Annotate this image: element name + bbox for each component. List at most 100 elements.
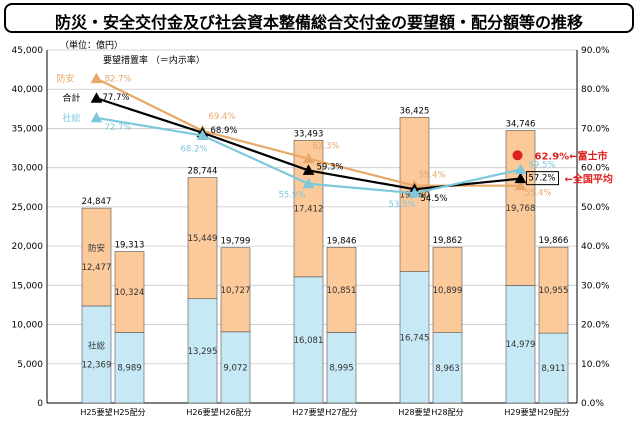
bar-shaso bbox=[293, 276, 324, 404]
y-tick-label: 10,000 bbox=[12, 321, 44, 331]
bar-bosai bbox=[187, 177, 218, 300]
bar-bosai bbox=[432, 246, 463, 333]
rate-marker bbox=[514, 172, 527, 184]
bar-shaso-label: 9,072 bbox=[223, 363, 247, 373]
rate-label: 55.4% bbox=[419, 171, 446, 181]
rate-marker bbox=[302, 152, 315, 164]
rate-legend: 要望措置率 （＝内示率） bbox=[103, 54, 205, 66]
y-tick-label: 15,000 bbox=[12, 281, 44, 291]
rate-marker bbox=[514, 179, 527, 191]
bar-total-label: 34,746 bbox=[506, 119, 536, 129]
bar-bosai-label: 10,324 bbox=[115, 288, 145, 298]
rate-line-name: 合計 bbox=[63, 92, 81, 104]
bar-total-label: 19,799 bbox=[221, 237, 251, 247]
y2-tick-label: 70.0% bbox=[581, 124, 610, 134]
rate-marker bbox=[90, 111, 103, 123]
x-tick-label: H27配分 bbox=[325, 408, 357, 417]
bar-total-label: 36,425 bbox=[400, 106, 430, 116]
rate-label: 68.2% bbox=[181, 145, 208, 155]
rate-marker bbox=[302, 164, 315, 175]
y2-tick-label: 40.0% bbox=[581, 242, 610, 252]
bar-shaso-label: 14,979 bbox=[506, 340, 536, 350]
y-tick-label: 25,000 bbox=[12, 203, 44, 213]
y-tick-label: 40,000 bbox=[12, 85, 44, 95]
y2-tick-label: 80.0% bbox=[581, 85, 610, 95]
bar-bosai-label: 10,727 bbox=[221, 286, 251, 296]
x-tick-label: H29要望 bbox=[504, 407, 536, 417]
bar-shaso-label: 8,989 bbox=[117, 364, 141, 374]
rate-label: 82.7% bbox=[105, 75, 132, 85]
bar-shaso-label: 8,911 bbox=[541, 364, 565, 374]
x-tick-label: H28要望 bbox=[398, 407, 430, 417]
bar-legend-shaso: 社総 bbox=[88, 340, 106, 351]
national-average-box bbox=[526, 171, 559, 186]
rate-marker bbox=[90, 72, 103, 84]
rate-line-name: 防安 bbox=[57, 73, 75, 85]
bar-shaso-label: 8,995 bbox=[329, 364, 353, 374]
y2-tick-label: 20.0% bbox=[581, 321, 610, 331]
rate-label: 72.7% bbox=[105, 123, 132, 133]
y-tick-label: 35,000 bbox=[12, 124, 44, 134]
bar-shaso bbox=[399, 271, 430, 404]
bar-shaso bbox=[432, 332, 463, 404]
rate-marker bbox=[514, 163, 527, 175]
rate-line-name: 社総 bbox=[63, 112, 81, 124]
y2-tick-label: 60.0% bbox=[581, 164, 610, 174]
title-box: 防災・安全交付金及び社会資本整備総合交付金の要望額・配分額等の推移 bbox=[4, 3, 634, 33]
bar-total-label: 33,493 bbox=[294, 129, 324, 139]
rate-marker bbox=[302, 177, 315, 189]
rate-label: 53.5% bbox=[389, 200, 416, 210]
rate-label: 55.9% bbox=[279, 191, 306, 201]
bar-bosai bbox=[326, 247, 357, 333]
x-tick-label: H28配分 bbox=[431, 408, 463, 417]
bar-total-label: 19,313 bbox=[115, 241, 145, 251]
bar-shaso-label: 13,295 bbox=[188, 347, 218, 357]
bar-legend-bosai: 防安 bbox=[88, 243, 105, 254]
bar-total-label: 24,847 bbox=[82, 197, 112, 207]
y2-tick-label: 10.0% bbox=[581, 360, 610, 370]
y-tick-label: 5,000 bbox=[17, 360, 43, 370]
y-tick-label: 20,000 bbox=[12, 242, 44, 252]
bar-bosai-label: 17,412 bbox=[294, 205, 324, 215]
bar-total-label: 19,862 bbox=[433, 236, 463, 246]
bar-shaso bbox=[538, 332, 569, 404]
bar-bosai bbox=[81, 207, 112, 307]
rate-label: 59.3% bbox=[317, 162, 344, 172]
rate-label: 77.7% bbox=[103, 93, 130, 103]
bar-shaso bbox=[220, 331, 251, 404]
rate-label: 69.4% bbox=[209, 112, 236, 122]
x-tick-label: H25配分 bbox=[113, 408, 145, 417]
bar-bosai bbox=[220, 247, 251, 333]
bar-shaso-label: 8,963 bbox=[435, 364, 459, 374]
x-tick-label: H29配分 bbox=[537, 408, 569, 417]
bar-bosai-label: 19,768 bbox=[506, 204, 536, 214]
bar-shaso bbox=[81, 305, 112, 404]
y2-tick-label: 0.0% bbox=[581, 399, 604, 409]
y-tick-label: 45,000 bbox=[12, 46, 44, 56]
bar-shaso bbox=[505, 285, 536, 404]
rate-marker bbox=[408, 187, 421, 198]
rate-label: 57.2% bbox=[529, 174, 556, 184]
y2-tick-label: 30.0% bbox=[581, 281, 610, 291]
x-tick-label: H26配分 bbox=[219, 408, 251, 417]
bar-shaso-label: 16,081 bbox=[294, 336, 324, 346]
rate-marker bbox=[196, 129, 209, 141]
bar-bosai-label: 15,449 bbox=[188, 234, 218, 244]
bar-bosai-label: 10,899 bbox=[433, 286, 463, 296]
fuji-city-dot bbox=[512, 150, 523, 161]
bar-total-label: 28,744 bbox=[188, 167, 218, 177]
rate-label: 59.5% bbox=[529, 161, 556, 171]
rate-label: 68.9% bbox=[211, 126, 238, 136]
bar-bosai bbox=[114, 251, 145, 333]
bar-bosai-label: 10,851 bbox=[327, 286, 357, 296]
y-unit-label: （単位：億円） bbox=[60, 39, 123, 51]
bar-total-label: 19,846 bbox=[327, 236, 357, 246]
rate-label: 55.4% bbox=[525, 189, 552, 199]
bar-bosai bbox=[538, 246, 569, 334]
rate-marker bbox=[90, 92, 103, 103]
y-tick-label: 0 bbox=[37, 399, 43, 409]
bar-shaso-label: 16,745 bbox=[400, 333, 430, 343]
bar-bosai-label: 10,955 bbox=[539, 286, 569, 296]
